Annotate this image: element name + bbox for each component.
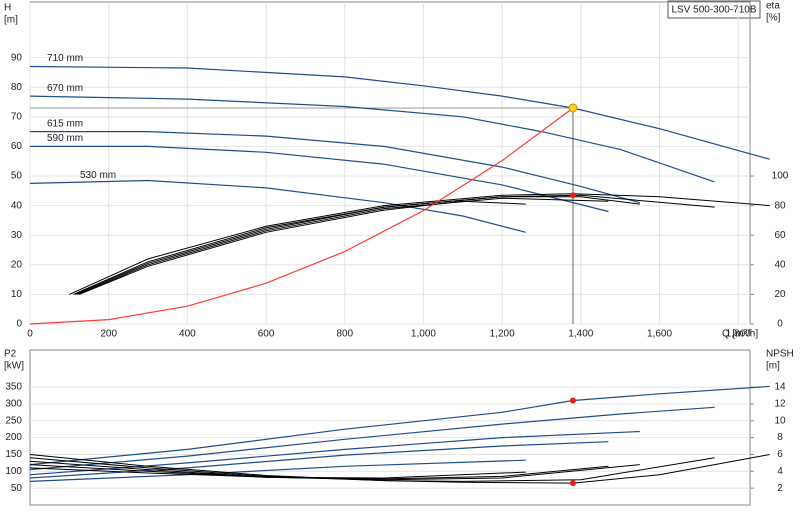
y-tick-label: 350 (5, 382, 22, 393)
y-tick-label: 50 (11, 171, 23, 182)
curve (29, 95, 715, 183)
curve (29, 65, 770, 160)
y2-axis-label: NPSH (766, 349, 794, 360)
x-tick-label: 1,800 (726, 329, 751, 340)
x-tick-label: 800 (336, 329, 353, 340)
y-tick-label: 50 (11, 483, 23, 494)
y-tick-label: 30 (11, 230, 23, 241)
x-tick-label: 600 (258, 329, 275, 340)
curve (75, 196, 640, 295)
y-tick-label: 80 (11, 82, 23, 93)
y-axis-label: [kW] (4, 361, 24, 372)
curve (29, 179, 526, 233)
y-axis-label: P2 (4, 349, 17, 360)
x-tick-label: 1,600 (647, 329, 672, 340)
y2-axis-label: [%] (766, 13, 781, 24)
y-tick-label: 300 (5, 399, 22, 410)
operating-point (569, 397, 576, 404)
curve (29, 107, 574, 325)
curve (79, 200, 526, 295)
y2-tick-label: 80 (774, 200, 786, 211)
operating-point (569, 480, 576, 487)
x-tick-label: 400 (179, 329, 196, 340)
y-tick-label: 40 (11, 200, 23, 211)
curve (69, 193, 770, 295)
curve-label: 590 mm (47, 133, 83, 144)
y2-axis-label: eta (766, 1, 780, 12)
y-tick-label: 60 (11, 141, 23, 152)
y2-tick-label: 6 (777, 449, 783, 460)
curve (77, 197, 609, 295)
y-tick-label: 70 (11, 111, 23, 122)
y2-tick-label: 4 (777, 466, 783, 477)
curve (73, 194, 715, 295)
y-tick-label: 90 (11, 52, 23, 63)
y-axis-label: [m] (4, 15, 18, 26)
operating-point (568, 103, 578, 113)
plot-frame (29, 1, 751, 325)
y2-tick-label: 40 (774, 259, 786, 270)
curve (30, 131, 640, 204)
curve (30, 145, 609, 213)
title: LSV 500-300-710B (671, 5, 756, 16)
curve (29, 467, 526, 479)
x-tick-label: 1,200 (490, 329, 515, 340)
y-tick-label: 20 (11, 259, 23, 270)
y-axis-label: H (4, 3, 11, 14)
curve-label: 710 mm (47, 53, 83, 64)
y-tick-label: 100 (5, 466, 22, 477)
curve (29, 441, 609, 479)
y2-tick-label: 12 (774, 399, 786, 410)
curve-label: 530 mm (80, 170, 116, 181)
y-tick-label: 10 (11, 289, 23, 300)
y2-tick-label: 8 (777, 432, 783, 443)
curve-label: 615 mm (47, 118, 83, 129)
y2-tick-label: 20 (774, 289, 786, 300)
y2-tick-label: 14 (774, 382, 786, 393)
curve (29, 385, 770, 466)
y2-tick-label: 60 (774, 230, 786, 241)
x-tick-label: 1,400 (568, 329, 593, 340)
curve (29, 406, 715, 471)
x-tick-label: 1,000 (411, 329, 436, 340)
y2-tick-label: 0 (777, 319, 783, 330)
plot-frame (29, 349, 751, 506)
curve (29, 459, 526, 482)
y2-tick-label: 10 (774, 415, 786, 426)
x-axis-label: Q [m³/h] (722, 329, 758, 340)
y-tick-label: 250 (5, 415, 22, 426)
curve-label: 670 mm (47, 83, 83, 94)
title-box (667, 0, 761, 19)
x-tick-label: 200 (100, 329, 117, 340)
y2-tick-label: 100 (772, 171, 789, 182)
curve (29, 457, 715, 482)
y-tick-label: 0 (16, 319, 22, 330)
y-tick-label: 150 (5, 449, 22, 460)
y-tick-label: 200 (5, 432, 22, 443)
y2-axis-label: [m] (766, 361, 780, 372)
operating-point (569, 192, 576, 199)
y2-tick-label: 2 (777, 483, 783, 494)
x-tick-label: 0 (27, 329, 33, 340)
